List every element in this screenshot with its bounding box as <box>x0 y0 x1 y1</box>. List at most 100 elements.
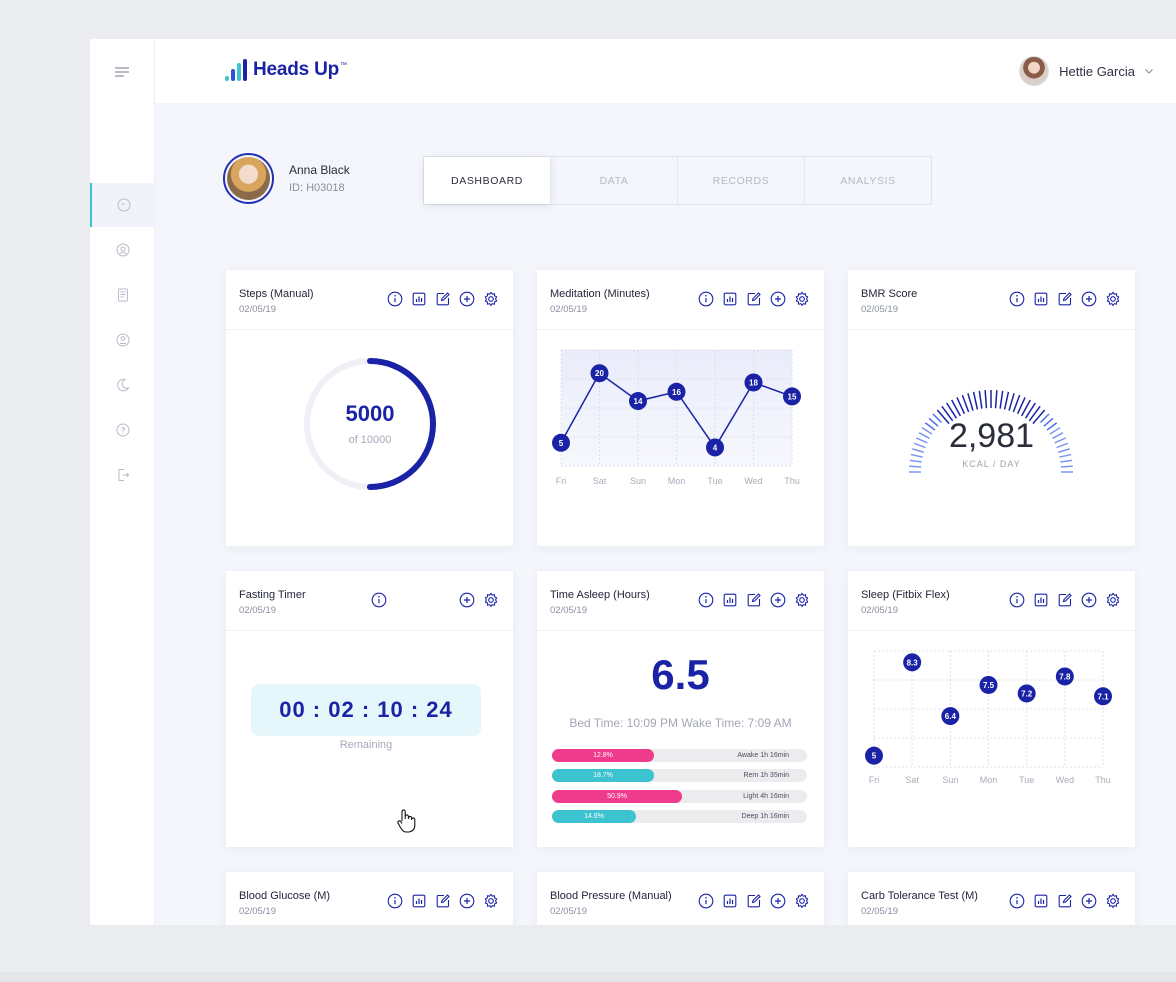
x-tick-label: Sat <box>593 476 607 486</box>
nav-profile[interactable] <box>90 318 155 362</box>
info-icon[interactable] <box>371 592 387 608</box>
sleep-stage-label: Rem 1h 35min <box>743 772 789 779</box>
settings-gear-icon[interactable] <box>1105 291 1121 307</box>
fasting-timer: 00 : 02 : 10 : 24 <box>251 684 481 736</box>
nav-dashboard[interactable] <box>90 183 155 227</box>
settings-gear-icon[interactable] <box>1105 893 1121 909</box>
card-date: 02/05/19 <box>550 605 587 616</box>
info-icon[interactable] <box>387 893 403 909</box>
add-icon[interactable] <box>1081 291 1097 307</box>
info-icon[interactable] <box>1009 291 1025 307</box>
steps-value: 5000 <box>345 401 395 426</box>
edit-icon[interactable] <box>435 893 451 909</box>
add-icon[interactable] <box>1081 893 1097 909</box>
add-icon[interactable] <box>1081 592 1097 608</box>
chart-icon[interactable] <box>411 893 427 909</box>
settings-gear-icon[interactable] <box>794 893 810 909</box>
data-point <box>629 392 647 411</box>
settings-gear-icon[interactable] <box>483 291 499 307</box>
bmr-unit: KCAL / DAY <box>962 459 1021 469</box>
settings-gear-icon[interactable] <box>1105 592 1121 608</box>
chart-icon[interactable] <box>1033 592 1049 608</box>
edit-icon[interactable] <box>1057 592 1073 608</box>
tab-dashboard[interactable]: DASHBOARD <box>424 157 551 204</box>
gauge-tick <box>994 390 998 409</box>
tab-data[interactable]: DATA <box>551 157 678 204</box>
info-icon[interactable] <box>698 893 714 909</box>
settings-gear-icon[interactable] <box>794 592 810 608</box>
frame-bottom <box>0 972 1176 982</box>
data-point <box>667 382 686 401</box>
data-point <box>1094 687 1112 706</box>
add-icon[interactable] <box>770 291 786 307</box>
x-tick-label: Thu <box>784 476 800 486</box>
info-icon[interactable] <box>1009 893 1025 909</box>
edit-icon[interactable] <box>1057 291 1073 307</box>
settings-gear-icon[interactable] <box>794 291 810 307</box>
chart-icon[interactable] <box>411 291 427 307</box>
edit-icon[interactable] <box>746 291 762 307</box>
gauge-tick <box>941 405 954 422</box>
card-title: Blood Pressure (Manual) <box>550 890 672 902</box>
chevron-down-icon <box>1145 69 1153 74</box>
fasting-card: Fasting Timer 02/05/19 00 : 02 : 10 : 24… <box>226 571 513 847</box>
meditation-line-chart: 5 20 14 16 4 18 15 Fri Sat Sun Mon Tue Wed Thu <box>552 349 801 486</box>
add-icon[interactable] <box>770 592 786 608</box>
add-icon[interactable] <box>459 291 475 307</box>
info-icon[interactable] <box>698 291 714 307</box>
sleep-stage-fill: 14.6% <box>552 810 637 823</box>
x-tick-label: Wed <box>744 476 762 486</box>
card-title: BMR Score <box>861 288 918 300</box>
brand-logo[interactable]: Heads Up ™ <box>225 54 347 86</box>
nav-logout[interactable] <box>90 453 155 497</box>
tab-analysis[interactable]: ANALYSIS <box>840 174 896 187</box>
chart-icon[interactable] <box>1033 291 1049 307</box>
chart-icon[interactable] <box>722 291 738 307</box>
document-icon <box>117 288 128 302</box>
info-icon[interactable] <box>1009 592 1025 608</box>
edit-icon[interactable] <box>435 291 451 307</box>
user-avatar <box>1019 56 1050 86</box>
hamburger-menu-icon[interactable] <box>115 67 129 77</box>
nav-users[interactable] <box>90 228 155 272</box>
x-tick-label: Thu <box>1095 775 1111 785</box>
gauge-tick <box>909 459 922 463</box>
data-label: 7.8 <box>1059 672 1071 681</box>
user-menu[interactable]: Hettie Garcia <box>1019 55 1154 87</box>
info-icon[interactable] <box>387 291 403 307</box>
card-date: 02/05/19 <box>550 906 587 917</box>
data-point <box>706 438 724 457</box>
add-icon[interactable] <box>459 592 475 608</box>
data-label: 6.4 <box>945 712 957 721</box>
edit-icon[interactable] <box>746 893 762 909</box>
view-tabs: DASHBOARD DATA RECORDS ANALYSIS <box>423 156 932 205</box>
gauge-tick <box>984 390 988 409</box>
settings-gear-icon[interactable] <box>483 893 499 909</box>
nav-documents[interactable] <box>90 273 155 317</box>
gauge-tick <box>909 465 922 468</box>
tab-records[interactable]: RECORDS <box>678 157 805 204</box>
nav-sleep[interactable] <box>90 363 155 407</box>
data-label: 5 <box>559 439 564 448</box>
sidebar <box>90 39 155 925</box>
card-title: Sleep (Fitbix Flex) <box>861 589 950 601</box>
data-label: 4 <box>713 443 718 452</box>
add-icon[interactable] <box>770 893 786 909</box>
chart-icon[interactable] <box>1033 893 1049 909</box>
chart-icon[interactable] <box>722 592 738 608</box>
gauge-tick <box>1043 417 1054 427</box>
x-tick-label: Mon <box>668 476 686 486</box>
x-tick-label: Mon <box>980 775 998 785</box>
data-label: 14 <box>634 397 643 406</box>
info-icon[interactable] <box>698 592 714 608</box>
edit-icon[interactable] <box>1057 893 1073 909</box>
add-icon[interactable] <box>459 893 475 909</box>
sleep-stage-bar: 14.6% Deep 1h 16min <box>552 810 807 823</box>
settings-gear-icon[interactable] <box>483 592 499 608</box>
edit-icon[interactable] <box>746 592 762 608</box>
sleep-fitbix-card: Sleep (Fitbix Flex) 02/05/19 5 8.3 6.4 7.5 7… <box>848 571 1135 847</box>
chart-icon[interactable] <box>722 893 738 909</box>
data-label: 8.3 <box>907 658 919 667</box>
nav-help[interactable] <box>90 408 155 452</box>
gauge-tick <box>978 390 983 409</box>
